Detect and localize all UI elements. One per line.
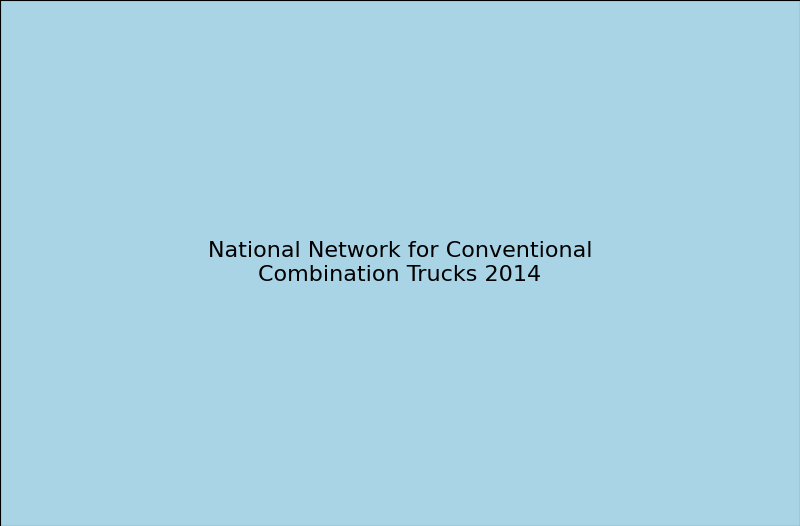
Text: National Network for Conventional
Combination Trucks 2014: National Network for Conventional Combin… bbox=[208, 241, 592, 285]
